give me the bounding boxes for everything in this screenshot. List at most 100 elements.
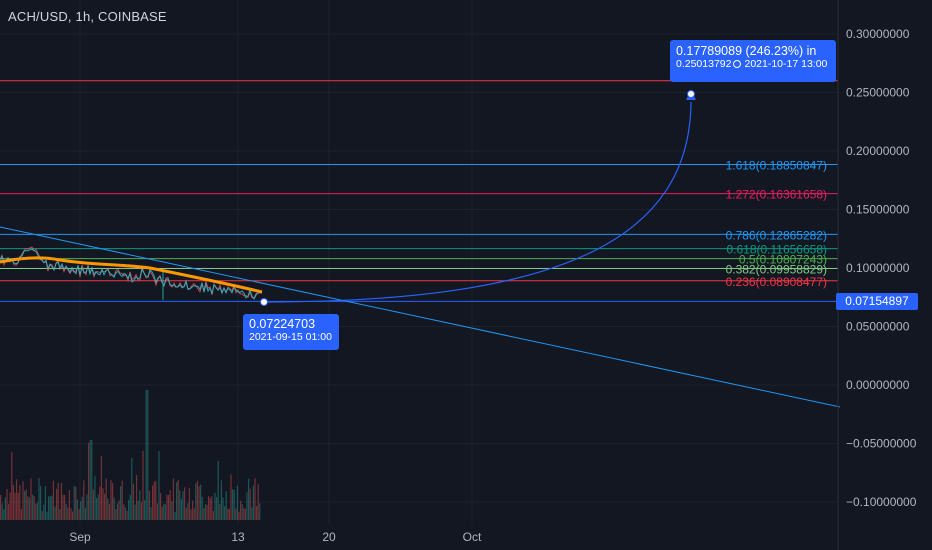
volume-bar [12,485,14,520]
volume-bar [57,482,59,520]
y-tick-label: 0.00000000 [846,378,910,392]
volume-bar [9,492,11,520]
volume-bar [76,499,78,520]
target-date: 2021-10-17 13:00 [744,58,828,70]
target-detail: 0.25013792 2021-10-17 13:00 [676,58,830,70]
volume-bar [212,510,214,520]
volume-bar [248,478,250,520]
volume-bar [38,478,40,520]
volume-bar [193,508,195,520]
volume-bar [184,487,186,520]
volume-bar [233,489,235,520]
volume-bar [211,496,213,520]
projection-arrow[interactable] [260,90,697,306]
volume-bar [171,501,173,520]
y-tick-label: −0.05000000 [846,437,917,451]
volume-bar [244,508,246,520]
y-tick-label: 0.05000000 [846,320,910,334]
volume-bar [188,488,190,520]
volume-bar [240,500,242,520]
volume-bar [19,484,21,520]
y-tick-label: 0.25000000 [846,86,910,100]
target-callout[interactable]: 0.17789089 (246.23%) in 0.25013792 2021-1… [670,40,836,82]
volume-bar [73,486,75,520]
volume-bar [110,480,112,520]
volume-bar [180,499,182,520]
volume-bar [232,489,234,520]
volume-bar [150,507,152,520]
volume-bar [83,480,85,520]
volume-bar [84,507,86,520]
volume-bar [20,509,22,520]
symbol-title: ACH/USD, 1h, COINBASE [8,9,167,24]
volume-bar [169,490,171,520]
volume-bar [161,506,163,520]
volume-bar [160,493,162,520]
descending-trendline[interactable] [0,226,841,408]
volume-bar [0,494,2,520]
volume-bar [89,440,91,520]
volume-bar [249,488,251,520]
volume-bar [88,442,90,520]
volume-bar [131,458,133,520]
volume-bar [68,490,70,520]
volume-bar [67,507,69,520]
volume-bar [72,511,74,520]
volume-bar [102,488,104,520]
volume-bar [155,480,157,520]
volume-bar [256,505,258,520]
target-point[interactable] [687,90,695,98]
volume-bar [144,500,146,520]
low-callout[interactable]: 0.07224703 2021-09-15 01:00 [243,314,339,350]
current-price-tag: 0.07154897 [836,293,918,310]
volume-bar [238,511,240,520]
volume-bar [182,491,184,520]
volume-bar [6,488,8,520]
volume-bar [41,511,43,520]
volume-bar [4,497,6,520]
volume-bar [46,511,48,520]
volume-bar [148,490,150,520]
volume-bar [123,504,125,520]
target-price: 0.25013792 [676,58,732,70]
trendline[interactable] [0,226,841,408]
volume-bar [139,490,141,520]
volume-bar [217,461,219,520]
volume-bar [228,508,230,520]
volume-bar [78,509,80,520]
volume-bar [185,507,187,520]
volume-bar [16,479,18,520]
y-axis[interactable]: 0.30000000 0.25000000 0.20000000 0.15000000… [846,27,917,509]
volume-bar [22,481,24,520]
volume-bar [56,488,58,520]
volume-bar [14,492,16,520]
volume-bar [257,484,259,520]
projection-curve[interactable] [263,101,692,303]
volume-bar [145,390,147,520]
volume-bar [168,494,170,520]
level-label: 0.786(0.12865282) [726,228,827,242]
volume-bar [136,474,138,520]
x-tick-label: 20 [322,530,336,544]
volume-bar [236,485,238,520]
volume-bar [65,503,67,520]
volume-bar [195,483,197,520]
x-axis[interactable]: Sep 13 20 Oct [69,530,482,544]
volume-bar [30,478,32,520]
volume-bar [70,508,72,520]
volume-bar [32,494,34,520]
volume-bar [172,478,174,520]
volume-bar [62,494,64,520]
volume-bar [64,494,66,520]
price-series [0,246,263,300]
volume-bar [196,480,198,520]
volume-bar [187,503,189,520]
low-point[interactable] [260,298,268,306]
volume-bar [121,480,123,520]
low-date: 2021-09-15 01:00 [249,331,332,343]
volume-bar [112,482,114,520]
x-tick-label: Sep [69,530,91,544]
volume-bar [124,507,126,520]
volume-bar [177,480,179,520]
